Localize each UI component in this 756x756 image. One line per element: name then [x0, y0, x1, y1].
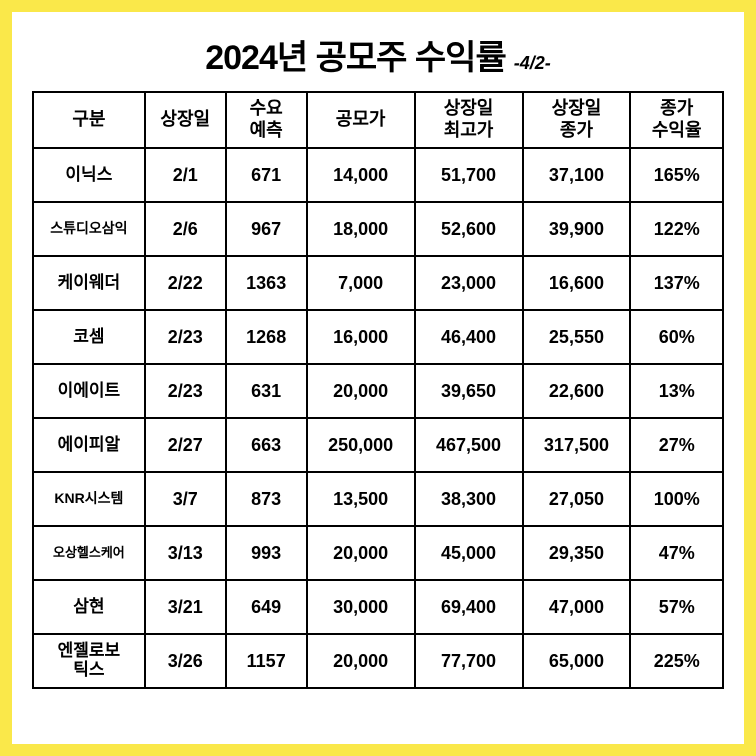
cell-date: 2/27: [145, 418, 226, 472]
cell-date: 3/21: [145, 580, 226, 634]
cell-name: KNR시스템: [33, 472, 145, 526]
table-row: 스튜디오삼익2/696718,00052,60039,900122%: [33, 202, 723, 256]
col-header-demand: 수요예측: [226, 92, 307, 148]
table-row: 케이웨더2/2213637,00023,00016,600137%: [33, 256, 723, 310]
cell-close: 37,100: [523, 148, 631, 202]
table-row: 엔젤로보틱스3/26115720,00077,70065,000225%: [33, 634, 723, 688]
cell-demand: 1157: [226, 634, 307, 688]
table-row: 코셈2/23126816,00046,40025,55060%: [33, 310, 723, 364]
table-row: 삼현3/2164930,00069,40047,00057%: [33, 580, 723, 634]
col-header-date: 상장일: [145, 92, 226, 148]
cell-high: 46,400: [415, 310, 523, 364]
cell-date: 2/23: [145, 364, 226, 418]
cell-price: 13,500: [307, 472, 415, 526]
table-row: 오상헬스케어3/1399320,00045,00029,35047%: [33, 526, 723, 580]
cell-date: 2/6: [145, 202, 226, 256]
cell-date: 2/1: [145, 148, 226, 202]
content-container: 2024년 공모주 수익률 -4/2- 구분 상장일 수요예측 공모가 상장일최…: [12, 12, 744, 744]
cell-high: 467,500: [415, 418, 523, 472]
table-row: KNR시스템3/787313,50038,30027,050100%: [33, 472, 723, 526]
cell-close: 317,500: [523, 418, 631, 472]
cell-price: 14,000: [307, 148, 415, 202]
col-header-high: 상장일최고가: [415, 92, 523, 148]
cell-demand: 631: [226, 364, 307, 418]
table-header-row: 구분 상장일 수요예측 공모가 상장일최고가 상장일종가 종가수익율: [33, 92, 723, 148]
table-row: 에이피알2/27663250,000467,500317,50027%: [33, 418, 723, 472]
table-row: 이닉스2/167114,00051,70037,100165%: [33, 148, 723, 202]
cell-date: 2/23: [145, 310, 226, 364]
cell-return: 225%: [630, 634, 723, 688]
cell-demand: 663: [226, 418, 307, 472]
cell-return: 165%: [630, 148, 723, 202]
cell-return: 57%: [630, 580, 723, 634]
cell-price: 20,000: [307, 526, 415, 580]
cell-demand: 967: [226, 202, 307, 256]
table-body: 이닉스2/167114,00051,70037,100165%스튜디오삼익2/6…: [33, 148, 723, 688]
cell-demand: 649: [226, 580, 307, 634]
cell-name: 케이웨더: [33, 256, 145, 310]
cell-date: 3/13: [145, 526, 226, 580]
cell-price: 20,000: [307, 634, 415, 688]
cell-close: 22,600: [523, 364, 631, 418]
cell-date: 3/26: [145, 634, 226, 688]
cell-high: 39,650: [415, 364, 523, 418]
col-header-close: 상장일종가: [523, 92, 631, 148]
cell-return: 47%: [630, 526, 723, 580]
cell-close: 47,000: [523, 580, 631, 634]
col-header-return: 종가수익율: [630, 92, 723, 148]
cell-price: 18,000: [307, 202, 415, 256]
cell-name: 오상헬스케어: [33, 526, 145, 580]
cell-name: 코셈: [33, 310, 145, 364]
cell-date: 3/7: [145, 472, 226, 526]
cell-return: 27%: [630, 418, 723, 472]
ipo-returns-table: 구분 상장일 수요예측 공모가 상장일최고가 상장일종가 종가수익율 이닉스2/…: [32, 91, 724, 689]
cell-return: 100%: [630, 472, 723, 526]
cell-name: 엔젤로보틱스: [33, 634, 145, 688]
cell-close: 65,000: [523, 634, 631, 688]
cell-close: 27,050: [523, 472, 631, 526]
cell-high: 23,000: [415, 256, 523, 310]
cell-demand: 1268: [226, 310, 307, 364]
cell-close: 39,900: [523, 202, 631, 256]
cell-high: 77,700: [415, 634, 523, 688]
col-header-name: 구분: [33, 92, 145, 148]
cell-date: 2/22: [145, 256, 226, 310]
cell-price: 20,000: [307, 364, 415, 418]
cell-name: 이에이트: [33, 364, 145, 418]
cell-return: 60%: [630, 310, 723, 364]
cell-close: 16,600: [523, 256, 631, 310]
cell-name: 삼현: [33, 580, 145, 634]
cell-demand: 993: [226, 526, 307, 580]
cell-price: 7,000: [307, 256, 415, 310]
table-row: 이에이트2/2363120,00039,65022,60013%: [33, 364, 723, 418]
page-subtitle: -4/2-: [514, 53, 551, 74]
cell-name: 이닉스: [33, 148, 145, 202]
cell-price: 250,000: [307, 418, 415, 472]
cell-name: 스튜디오삼익: [33, 202, 145, 256]
cell-high: 38,300: [415, 472, 523, 526]
header: 2024년 공모주 수익률 -4/2-: [32, 30, 724, 79]
cell-price: 16,000: [307, 310, 415, 364]
cell-price: 30,000: [307, 580, 415, 634]
page-title: 2024년 공모주 수익률: [205, 30, 506, 79]
cell-demand: 671: [226, 148, 307, 202]
col-header-price: 공모가: [307, 92, 415, 148]
cell-high: 51,700: [415, 148, 523, 202]
cell-name: 에이피알: [33, 418, 145, 472]
cell-close: 25,550: [523, 310, 631, 364]
cell-return: 137%: [630, 256, 723, 310]
cell-return: 122%: [630, 202, 723, 256]
cell-demand: 873: [226, 472, 307, 526]
cell-demand: 1363: [226, 256, 307, 310]
cell-close: 29,350: [523, 526, 631, 580]
cell-high: 52,600: [415, 202, 523, 256]
cell-return: 13%: [630, 364, 723, 418]
cell-high: 45,000: [415, 526, 523, 580]
cell-high: 69,400: [415, 580, 523, 634]
